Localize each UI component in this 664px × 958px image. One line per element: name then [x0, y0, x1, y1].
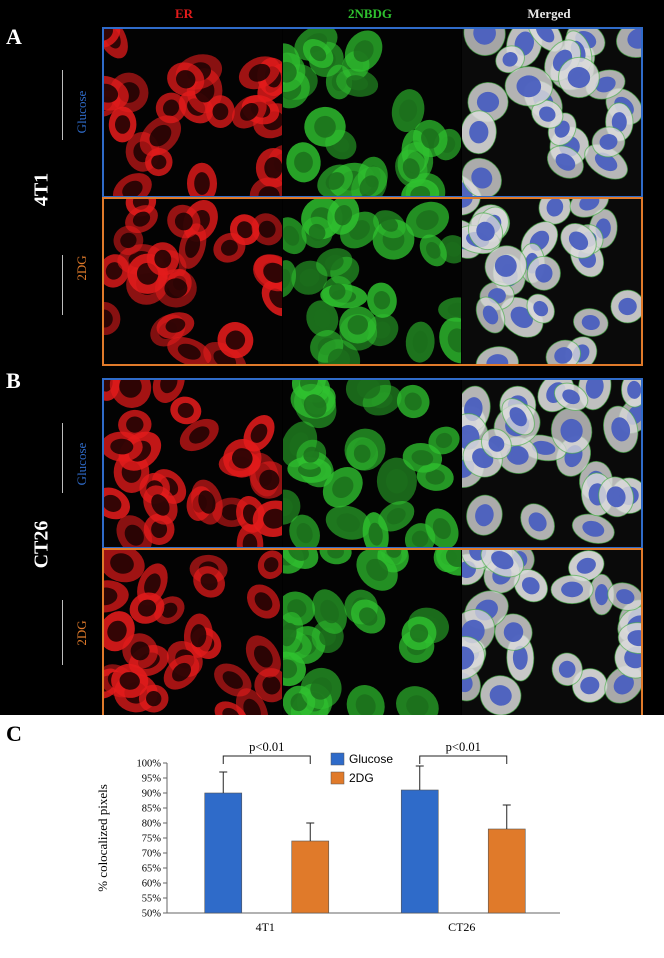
colocalization-chart-panel: C 50% 55% 60% 65% 70% 75% 80% 85% 90% 95% 100% % co…	[0, 715, 664, 958]
micrograph-4t1-2dg-merged	[462, 199, 641, 364]
y-tick-label: 70%	[142, 849, 162, 860]
header-er: ER	[174, 6, 194, 21]
panel-b-letter: B	[6, 368, 21, 393]
bar-2dg-ct26	[487, 828, 526, 914]
micrograph-ct26-glucose-2nbdg	[283, 380, 461, 547]
micrograph-4t1-glucose-merged	[462, 29, 641, 196]
micrograph-ct26-glucose-er	[104, 380, 282, 547]
y-tick-label: 85%	[142, 804, 162, 815]
y-tick-label: 65%	[142, 864, 162, 875]
micrograph-ct26-glucose-merged	[462, 380, 641, 547]
panel-a-letter: A	[6, 24, 22, 49]
significance-bracket	[419, 755, 508, 764]
micrograph-ct26-2dg-merged	[462, 550, 641, 716]
row-divider-b-bottom	[62, 600, 63, 665]
legend-label-glucose: Glucose	[349, 752, 393, 766]
header-2nbdg: 2NBDG	[347, 6, 393, 21]
y-tick-label: 55%	[142, 894, 162, 905]
x-tick-label-4t1: 4T1	[256, 920, 275, 934]
row-divider-b-top	[62, 423, 63, 493]
row-divider-a-top	[62, 70, 63, 140]
y-tick-label: 75%	[142, 834, 162, 845]
micrograph-4t1-glucose-2nbdg	[283, 29, 461, 196]
y-tick-label: 80%	[142, 819, 162, 830]
y-axis-label: % colocalized pixels	[95, 784, 110, 892]
condition-label-glucose-b: Glucose	[74, 442, 89, 486]
legend-swatch-glucose	[330, 752, 345, 766]
y-tick-label: 95%	[142, 774, 162, 785]
row-divider-a-bottom	[62, 255, 63, 315]
legend-swatch-2dg	[330, 771, 345, 785]
bar-glucose-ct26	[400, 789, 439, 914]
p-value-annotation: p<0.01	[446, 740, 481, 754]
y-tick-label: 60%	[142, 879, 162, 890]
panel-c-letter: C	[6, 721, 22, 746]
bar-2dg-4t1	[291, 840, 330, 914]
micrograph-ct26-2dg-er	[104, 550, 282, 716]
condition-label-2dg-a: 2DG	[74, 255, 89, 281]
frame-4t1-2dg	[102, 197, 643, 366]
cell-line-label-4t1: 4T1	[30, 172, 53, 207]
significance-bracket	[222, 755, 311, 764]
x-tick-label-ct26: CT26	[448, 920, 475, 934]
legend-label-2dg: 2DG	[349, 771, 374, 785]
y-tick-label: 50%	[142, 909, 162, 920]
bar-chart: 50% 55% 60% 65% 70% 75% 80% 85% 90% 95% 100% % colo…	[95, 740, 560, 934]
cell-line-label-ct26: CT26	[30, 520, 53, 569]
p-value-annotation: p<0.01	[249, 740, 284, 754]
y-tick-label: 100%	[137, 759, 162, 770]
micrograph-4t1-2dg-2nbdg	[283, 199, 461, 364]
condition-label-2dg-b: 2DG	[74, 620, 89, 646]
header-merged: Merged	[527, 6, 571, 21]
bar-glucose-4t1	[204, 792, 243, 914]
y-tick-label: 90%	[142, 789, 162, 800]
micrograph-ct26-2dg-2nbdg	[283, 550, 461, 716]
micrograph-4t1-glucose-er	[104, 29, 282, 196]
micrograph-4t1-2dg-er	[104, 199, 282, 364]
condition-label-glucose-a: Glucose	[74, 90, 89, 134]
